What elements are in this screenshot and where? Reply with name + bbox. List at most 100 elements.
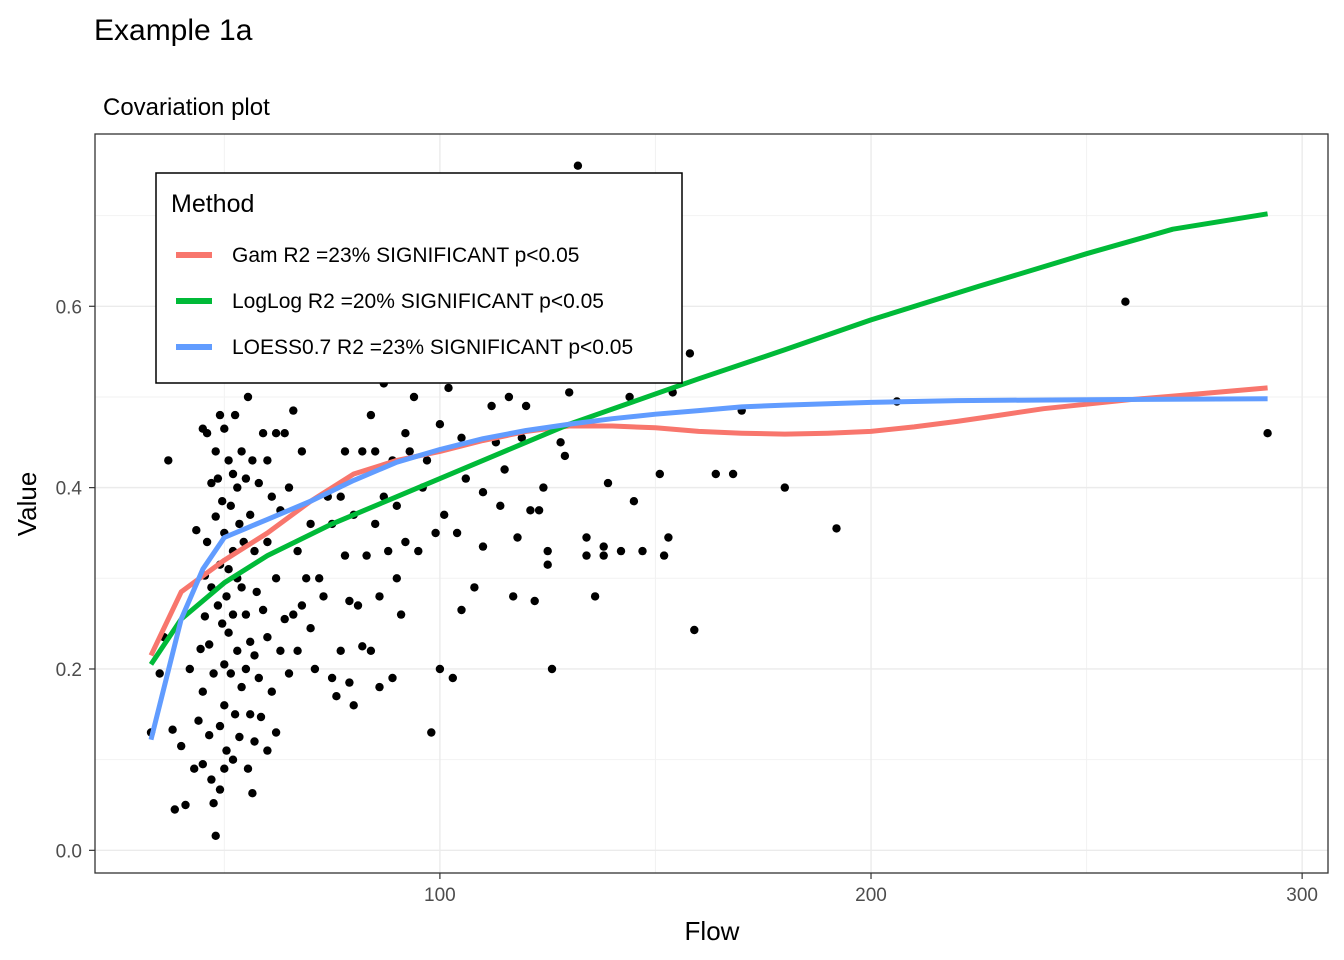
scatter-point: [185, 664, 194, 674]
legend-label: LOESS0.7 R2 =23% SIGNIFICANT p<0.05: [232, 336, 633, 359]
scatter-point: [230, 410, 240, 420]
scatter-point: [228, 610, 238, 619]
scatter-point: [539, 483, 548, 492]
scatter-point: [258, 429, 268, 438]
scatter-point: [534, 506, 544, 515]
legend: Method Gam R2 =23% SIGNIFICANT p<0.05 Log…: [155, 172, 683, 384]
scatter-point: [280, 429, 289, 438]
x-tick-label: 100: [424, 885, 456, 906]
scatter-point: [711, 469, 720, 479]
scatter-point: [358, 642, 367, 651]
scatter-point: [556, 438, 565, 447]
scatter-point: [263, 633, 272, 642]
scatter-point: [224, 628, 233, 637]
scatter-point: [207, 478, 216, 488]
scatter-point: [392, 501, 401, 510]
scatter-point: [336, 492, 345, 501]
scatter-point: [409, 392, 419, 402]
scatter-point: [228, 469, 238, 479]
scatter-point: [547, 664, 557, 674]
scatter-point: [297, 601, 307, 610]
scatter-point: [198, 760, 207, 769]
scatter-point: [220, 764, 229, 773]
scatter-point: [625, 392, 634, 402]
scatter-point: [685, 349, 695, 358]
scatter-point: [513, 533, 522, 542]
scatter-point: [211, 447, 220, 456]
scatter-point: [478, 542, 488, 551]
scatter-point: [271, 574, 281, 583]
scatter-point: [220, 701, 229, 710]
scatter-point: [1121, 297, 1130, 306]
plot-border: [94, 133, 1329, 874]
scatter-point: [202, 429, 212, 438]
scatter-point: [452, 528, 462, 538]
scatter-point: [461, 474, 470, 483]
y-tick-label: 0.0: [56, 841, 82, 862]
scatter-point: [237, 682, 246, 692]
scatter-point: [213, 601, 223, 610]
x-axis-ticks: 100 200 300: [424, 873, 1318, 906]
scatter-point: [224, 456, 233, 465]
scatter-point: [181, 800, 190, 810]
scatter-point: [384, 546, 393, 556]
scatter-point: [293, 646, 302, 655]
scatter-point: [340, 551, 350, 560]
scatter-point: [218, 497, 227, 506]
x-tick-label: 200: [855, 885, 887, 906]
scatter-point: [306, 624, 315, 633]
scatter-point: [470, 583, 479, 592]
scatter-point: [243, 764, 253, 773]
scatter-point: [228, 755, 238, 764]
scatter-point: [457, 605, 466, 615]
scatter-point: [220, 424, 229, 433]
scatter-point: [256, 712, 266, 722]
scatter-point: [509, 592, 518, 601]
scatter-point: [375, 592, 384, 601]
scatter-point: [487, 401, 496, 411]
scatter-point: [293, 546, 302, 556]
scatter-point: [340, 447, 350, 456]
scatter-point: [530, 596, 539, 606]
scatter-point: [211, 512, 220, 521]
scatter-point: [235, 732, 244, 742]
scatter-point: [237, 583, 246, 592]
scatter-point: [427, 728, 436, 737]
scatter-point: [659, 551, 669, 560]
scatter-point: [254, 478, 263, 488]
scatter-point: [252, 587, 261, 597]
scatter-point: [246, 510, 255, 519]
scatter-point: [444, 383, 453, 393]
scatter-point: [690, 625, 699, 635]
scatter-point: [243, 392, 253, 402]
scatter-point: [573, 161, 583, 170]
scatter-point: [401, 537, 410, 547]
scatter-point: [599, 542, 608, 551]
scatter-point: [248, 789, 257, 798]
scatter-point: [218, 619, 227, 628]
scatter-point: [209, 669, 218, 678]
scatter-point: [302, 574, 311, 583]
scatter-point: [388, 673, 397, 683]
fit-lines: [148, 211, 1269, 741]
scatter-point: [233, 483, 242, 492]
scatter-point: [226, 669, 235, 678]
scatter-point: [230, 710, 240, 719]
scatter-point: [517, 433, 526, 442]
scatter-point: [246, 637, 255, 646]
scatter-point: [280, 614, 289, 624]
scatter-point: [258, 605, 268, 615]
y-axis-label: Value: [12, 472, 42, 537]
scatter-point: [202, 537, 212, 547]
scatter-point: [215, 721, 225, 731]
scatter-point: [213, 474, 223, 483]
scatter-point: [224, 565, 233, 574]
scatter-point: [362, 551, 371, 560]
scatter-point: [560, 451, 570, 461]
scatter-point: [405, 447, 414, 456]
scatter-point: [366, 410, 376, 420]
scatter-point: [209, 799, 218, 808]
scatter-point: [263, 456, 272, 465]
scatter-point: [500, 465, 509, 474]
